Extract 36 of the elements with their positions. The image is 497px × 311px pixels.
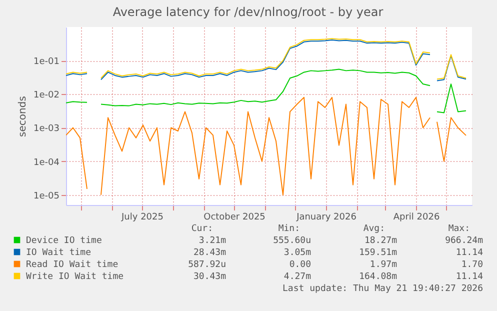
- legend-label: Device IO time: [26, 236, 102, 246]
- x-tick-label: January 2026: [296, 212, 357, 222]
- text: 555.60u: [273, 236, 311, 246]
- text: Min:: [278, 224, 300, 234]
- text: Max:: [448, 224, 470, 234]
- text: 966.24m: [445, 236, 483, 246]
- y-tick-label: 1e-01: [34, 57, 60, 68]
- legend-label: Read IO Wait time: [26, 260, 118, 270]
- text: 0.00: [289, 260, 311, 270]
- y-tick-label: 1e-02: [34, 90, 60, 101]
- text: 30.43m: [193, 272, 226, 282]
- text: Last update: Thu May 21 19:40:27 2026: [282, 284, 483, 294]
- x-tick-label: April 2026: [393, 212, 440, 222]
- text: 1.97m: [370, 260, 397, 270]
- text: 28.43m: [193, 248, 226, 258]
- text: Cur:: [191, 224, 213, 234]
- text: 3.05m: [284, 248, 311, 258]
- text: 587.92u: [188, 260, 226, 270]
- legend-label: Write IO Wait time: [26, 272, 124, 282]
- chart-title: Average latency for /dev/nlnog/root - by year: [112, 5, 384, 19]
- text: 164.08m: [359, 272, 397, 282]
- y-axis-title: seconds: [18, 96, 29, 137]
- text: 1.70: [461, 260, 483, 270]
- y-tick-label: 1e-03: [34, 124, 60, 134]
- y-tick-label: 1e-05: [34, 191, 60, 202]
- x-tick-label: October 2025: [204, 212, 266, 222]
- text: 3.21m: [198, 236, 226, 246]
- text: Avg:: [363, 224, 385, 234]
- x-tick-label: July 2025: [120, 212, 164, 222]
- text: 11.14: [456, 272, 483, 282]
- text: 4.27m: [284, 272, 311, 282]
- legend-label: IO Wait time: [26, 248, 92, 258]
- y-tick-label: 1e-04: [34, 158, 60, 168]
- text: 11.14: [456, 248, 483, 258]
- text: 18.27m: [364, 236, 397, 246]
- text: 159.51m: [359, 248, 397, 258]
